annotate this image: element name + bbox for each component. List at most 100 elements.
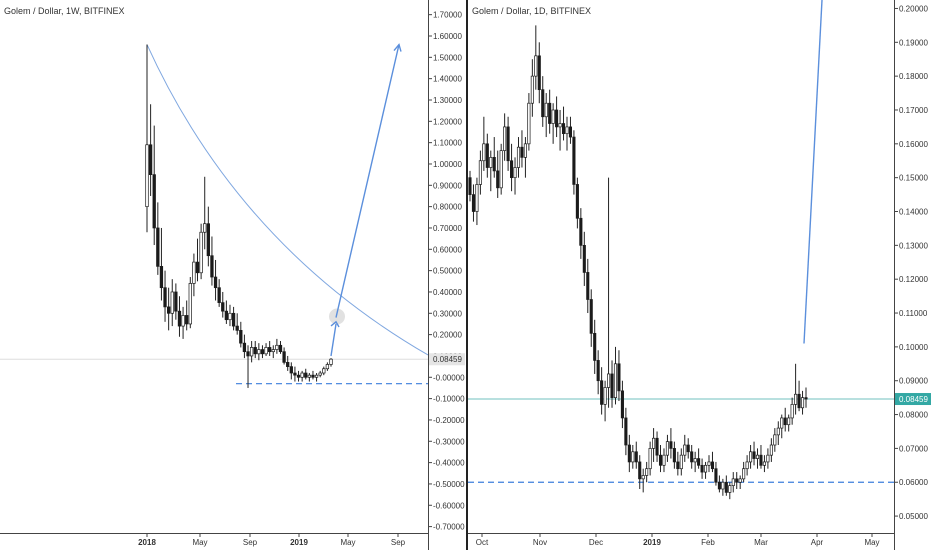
weekly-y-tick-label: -0.30000 bbox=[433, 437, 465, 446]
weekly-x-tick-label: 2018 bbox=[138, 538, 156, 547]
daily-x-tick-label: Apr bbox=[811, 538, 824, 547]
weekly-y-tick-label: -0.40000 bbox=[433, 459, 465, 468]
daily-candle-body bbox=[544, 102, 548, 118]
weekly-x-tick-label: Sep bbox=[243, 538, 258, 547]
daily-y-tick-label: 0.12000 bbox=[899, 275, 928, 284]
daily-candle-body bbox=[603, 387, 607, 405]
weekly-candle-body bbox=[148, 144, 153, 175]
daily-x-tick-label: Feb bbox=[701, 538, 715, 547]
daily-y-tick-label: 0.17000 bbox=[899, 106, 928, 115]
weekly-candle-body bbox=[152, 174, 156, 229]
daily-candle-body bbox=[558, 123, 562, 128]
daily-candle-body bbox=[503, 126, 507, 151]
daily-candle-body bbox=[537, 55, 541, 91]
weekly-candle-body bbox=[163, 287, 167, 308]
weekly-y-tick-label: 1.00000 bbox=[433, 160, 462, 169]
weekly-candle-body bbox=[174, 291, 178, 312]
daily-candle-body bbox=[593, 332, 597, 361]
daily-price-badge-bg bbox=[895, 393, 931, 406]
daily-candle-body bbox=[738, 478, 742, 483]
daily-y-tick-label: 0.10000 bbox=[899, 343, 928, 352]
daily-y-ticks: 0.20000 0.19000 0.18000 0.17000 0.16000 0.150… bbox=[894, 4, 928, 521]
weekly-candle-body bbox=[293, 372, 297, 376]
daily-y-tick-label: 0.19000 bbox=[899, 38, 928, 47]
weekly-candle-body bbox=[188, 283, 192, 325]
daily-arrow-line bbox=[803, 0, 823, 344]
daily-candle-body bbox=[485, 143, 489, 168]
weekly-candle-body bbox=[271, 349, 275, 353]
daily-panel: Oct Nov Dec 2019 Feb Mar Apr May Golem / Dollar… bbox=[468, 0, 894, 550]
weekly-y-tick-label: 1.20000 bbox=[433, 117, 462, 126]
daily-candle-body bbox=[762, 461, 766, 466]
daily-x-tick-label: Nov bbox=[533, 538, 547, 547]
daily-candle-body bbox=[589, 299, 593, 334]
weekly-y-tick-label: 1.70000 bbox=[433, 11, 462, 20]
weekly-candle-body bbox=[242, 342, 247, 353]
daily-candle-body bbox=[797, 393, 801, 409]
daily-candle-body bbox=[703, 464, 708, 473]
weekly-candle-body bbox=[177, 310, 182, 327]
weekly-y-tick-label: 0.80000 bbox=[433, 203, 462, 212]
daily-x-tick-label: Mar bbox=[754, 538, 768, 547]
weekly-candle-body bbox=[181, 315, 185, 327]
daily-candle-body bbox=[575, 184, 579, 219]
daily-candle-body bbox=[523, 143, 527, 158]
weekly-candle-body bbox=[210, 255, 214, 278]
daily-candle-body bbox=[551, 109, 555, 124]
weekly-candles bbox=[145, 44, 333, 388]
daily-candle-body bbox=[541, 89, 545, 118]
weekly-y-ticks: 1.70000 1.60000 1.50000 1.40000 1.30000 1.200… bbox=[428, 11, 465, 532]
weekly-y-tick-label: 0.90000 bbox=[433, 181, 462, 190]
weekly-y-tick-label: 1.60000 bbox=[433, 32, 462, 41]
daily-y-tick-label: 0.20000 bbox=[899, 4, 928, 13]
weekly-candle-body bbox=[296, 374, 301, 378]
daily-x-tick-label: Oct bbox=[476, 538, 489, 547]
daily-candle-body bbox=[641, 475, 645, 480]
daily-candle-body bbox=[800, 397, 805, 409]
weekly-breakout-marker bbox=[329, 308, 345, 325]
daily-candle-body bbox=[700, 464, 704, 473]
daily-candle-body bbox=[634, 451, 638, 463]
daily-candle-body bbox=[721, 481, 725, 490]
daily-candle-body bbox=[676, 461, 680, 470]
weekly-arrow-long-head bbox=[393, 43, 402, 52]
weekly-candle-body bbox=[318, 372, 322, 376]
daily-candle-body bbox=[742, 468, 746, 480]
daily-candle-body bbox=[513, 167, 517, 179]
daily-candle-body bbox=[669, 441, 673, 449]
daily-price-badge-label: 0.08459 bbox=[899, 395, 928, 404]
weekly-x-axis: 2018 May Sep 2019 May Sep bbox=[138, 533, 406, 547]
daily-candle-body bbox=[555, 109, 559, 128]
pane-divider[interactable] bbox=[466, 0, 468, 550]
daily-y-tick-label: 0.15000 bbox=[899, 174, 928, 183]
weekly-chart-title: Golem / Dollar, 1W, BITFINEX bbox=[4, 6, 125, 16]
daily-candle-body bbox=[804, 397, 808, 400]
daily-candle-body bbox=[620, 390, 624, 419]
weekly-candle-body bbox=[311, 374, 315, 378]
daily-candle-body bbox=[506, 126, 510, 162]
daily-candle-body bbox=[749, 451, 753, 463]
daily-price-axis: 0.20000 0.19000 0.18000 0.17000 0.16000 0.150… bbox=[894, 0, 932, 550]
daily-candle-body bbox=[568, 126, 573, 138]
daily-candle-body bbox=[631, 451, 635, 463]
daily-candle-body bbox=[579, 217, 583, 246]
weekly-candle-body bbox=[329, 358, 333, 365]
weekly-y-tick-label: 0.20000 bbox=[433, 331, 462, 340]
weekly-candle-body bbox=[199, 231, 203, 274]
weekly-candle-body bbox=[286, 362, 290, 367]
weekly-candle-body bbox=[192, 261, 196, 284]
weekly-y-tick-label: 0.50000 bbox=[433, 267, 462, 276]
weekly-x-tick-label: 2019 bbox=[290, 538, 308, 547]
weekly-y-tick-label: -0.00000 bbox=[433, 373, 465, 382]
daily-candle-body bbox=[707, 461, 711, 466]
daily-candle-body bbox=[561, 123, 566, 135]
weekly-candle-body bbox=[166, 306, 171, 314]
weekly-price-badge-label: 0.08459 bbox=[433, 355, 462, 364]
daily-candle-body bbox=[652, 437, 656, 449]
daily-candle-body bbox=[638, 461, 642, 480]
weekly-candle-body bbox=[221, 302, 225, 312]
weekly-y-tick-label: 1.50000 bbox=[433, 53, 462, 62]
weekly-y-tick-label: -0.10000 bbox=[433, 395, 465, 404]
weekly-candle-body bbox=[278, 344, 283, 353]
weekly-price-axis: 1.70000 1.60000 1.50000 1.40000 1.30000 1.200… bbox=[428, 0, 466, 550]
